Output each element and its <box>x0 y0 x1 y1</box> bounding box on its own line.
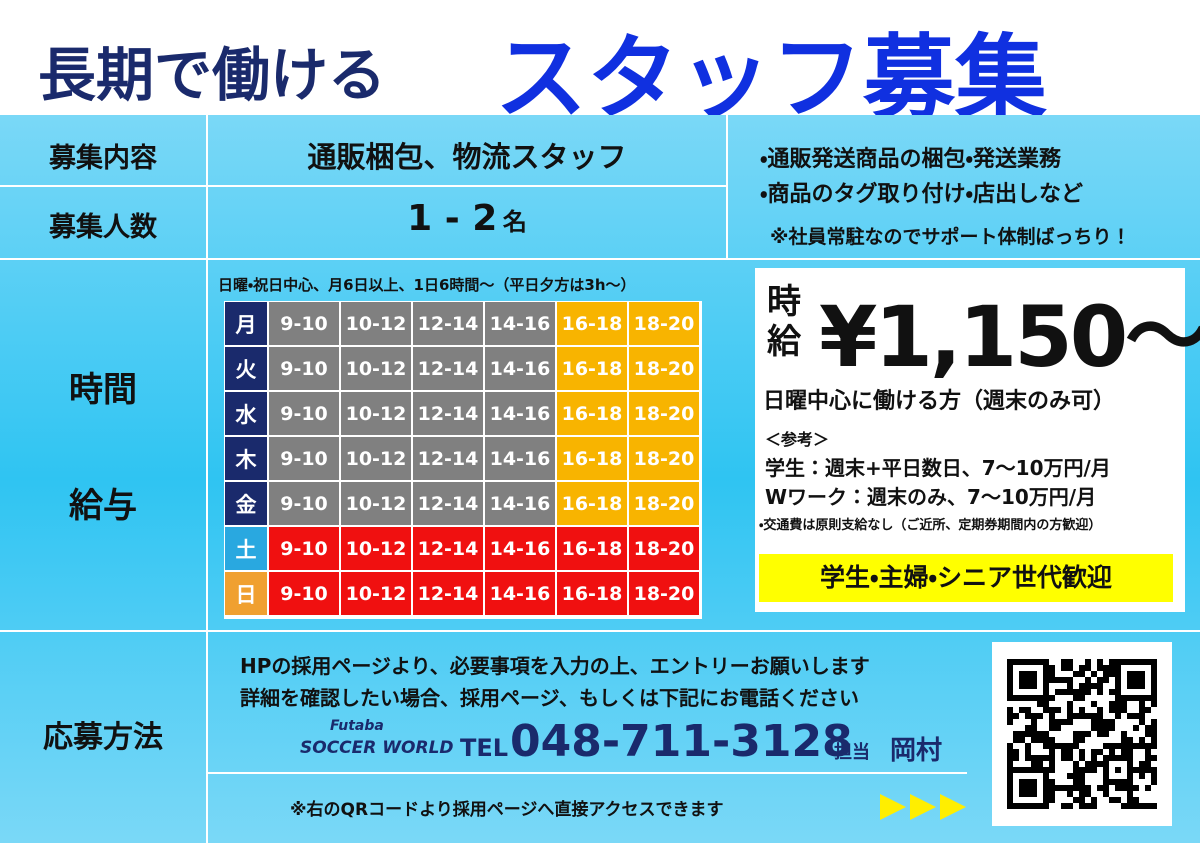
time-slot: 16-18 <box>556 436 628 481</box>
pay-label: 給与 <box>69 486 137 526</box>
wage-condition: 日曜中心に働ける方（週末のみ可） <box>763 389 1116 414</box>
time-slot: 16-18 <box>556 301 628 346</box>
time-slot: 10-12 <box>340 436 412 481</box>
qr-code <box>992 642 1172 826</box>
apply-line: HPの採用ページより、必要事項を入力の上、エントリーお願いします <box>240 654 870 678</box>
time-slot: 16-18 <box>556 481 628 526</box>
detail-value: 1 - 2 <box>407 198 498 239</box>
logo-bottom: SOCCER WORLD <box>300 738 454 758</box>
divider <box>206 115 208 843</box>
time-slot: 12-14 <box>412 391 484 436</box>
time-slot: 12-14 <box>412 301 484 346</box>
time-slot: 12-14 <box>412 481 484 526</box>
time-slot: 9-10 <box>268 301 340 346</box>
time-slot: 10-12 <box>340 301 412 346</box>
detail-value: 通販梱包、物流スタッフ <box>307 140 627 174</box>
reference-title: ＜参考＞ <box>765 430 830 449</box>
time-slot: 16-18 <box>556 346 628 391</box>
tel: 048-711-3128 <box>510 716 853 767</box>
divider <box>726 115 728 258</box>
time-slot: 9-10 <box>268 436 340 481</box>
day: 日 <box>224 571 268 616</box>
time-slot: 9-10 <box>268 526 340 571</box>
divider <box>0 258 1200 260</box>
time-slot: 18-20 <box>628 481 700 526</box>
wage-label: 時給 <box>767 282 801 362</box>
time-slot: 14-16 <box>484 301 556 346</box>
day: 木 <box>224 436 268 481</box>
welcome: 学生・主婦・シニア世代歓迎 <box>759 554 1173 602</box>
time-slot: 9-10 <box>268 391 340 436</box>
header-lead: 長期で働ける <box>38 41 387 109</box>
duty: ・通販発送商品の梱包・発送業務 <box>760 147 1061 172</box>
time-slot: 10-12 <box>340 481 412 526</box>
time-slot: 12-14 <box>412 526 484 571</box>
time-slot: 16-18 <box>556 391 628 436</box>
time-slot: 10-12 <box>340 571 412 616</box>
day: 水 <box>224 391 268 436</box>
schedule-table: 月 9-10 10-12 12-14 14-16 16-18 18-20 火 9-10 10-12… <box>224 301 702 619</box>
wage-amount: ¥1,150～ <box>819 288 1200 386</box>
divider <box>0 630 1200 632</box>
day: 火 <box>224 346 268 391</box>
time-slot: 14-16 <box>484 346 556 391</box>
time-slot: 14-16 <box>484 526 556 571</box>
apply-label: 応募方法 <box>43 720 163 755</box>
reference: Wワーク：週末のみ、7～10万円/月 <box>765 485 1097 509</box>
time-slot: 10-12 <box>340 391 412 436</box>
arrows <box>880 794 966 820</box>
time-slot: 18-20 <box>628 391 700 436</box>
contact: 岡村 <box>890 736 943 766</box>
transport-note: ・交通費は原則支給なし（ご近所、定期券期間内の方歓迎） <box>759 518 1102 533</box>
time-slot: 18-20 <box>628 571 700 616</box>
time-slot: 16-18 <box>556 571 628 616</box>
time-slot: 18-20 <box>628 301 700 346</box>
time-slot: 14-16 <box>484 391 556 436</box>
tel-label: TEL <box>460 734 509 762</box>
detail-unit: 名 <box>502 208 527 236</box>
time-slot: 14-16 <box>484 481 556 526</box>
time-slot: 9-10 <box>268 346 340 391</box>
qr-note: ※右のQRコードより採用ページへ直接アクセスできます <box>290 800 724 820</box>
day: 土 <box>224 526 268 571</box>
day: 月 <box>224 301 268 346</box>
duty: ・商品のタグ取り付け・店出しなど <box>760 182 1083 207</box>
time-slot: 12-14 <box>412 346 484 391</box>
divider <box>207 772 967 774</box>
logo-top: Futaba <box>330 718 384 734</box>
time-slot: 18-20 <box>628 526 700 571</box>
time-slot: 14-16 <box>484 571 556 616</box>
time-slot: 9-10 <box>268 481 340 526</box>
header-title: スタッフ募集 <box>495 25 1048 132</box>
time-label: 時間 <box>69 370 137 410</box>
apply-line: 詳細を確認したい場合、採用ページ、もしくは下記にお電話ください <box>240 686 859 710</box>
wage-box: 時給 ¥1,150～ 日曜中心に働ける方（週末のみ可） ＜参考＞ 学生：週末+平… <box>755 268 1200 612</box>
divider <box>0 185 727 187</box>
time-slot: 14-16 <box>484 436 556 481</box>
time-slot: 12-14 <box>412 571 484 616</box>
day: 金 <box>224 481 268 526</box>
time-slot: 12-14 <box>412 436 484 481</box>
detail-label: 募集人数 <box>49 212 157 243</box>
time-slot: 10-12 <box>340 526 412 571</box>
time-slot: 16-18 <box>556 526 628 571</box>
detail-value-row: 1 - 2 名 <box>207 198 727 239</box>
time-slot: 10-12 <box>340 346 412 391</box>
contact-label: 担当 <box>834 742 870 763</box>
time-slot: 9-10 <box>268 571 340 616</box>
schedule-note: 日曜・祝日中心、月6日以上、1日6時間～（平日夕方は3h～） <box>218 276 636 294</box>
header: 長期で働ける スタッフ募集 <box>0 0 1200 132</box>
time-slot: 18-20 <box>628 436 700 481</box>
duty-note: ※社員常駐なのでサポート体制ばっちり！ <box>770 226 1131 248</box>
detail-label: 募集内容 <box>49 143 157 174</box>
time-slot: 18-20 <box>628 346 700 391</box>
reference: 学生：週末+平日数日、7～10万円/月 <box>765 456 1111 480</box>
